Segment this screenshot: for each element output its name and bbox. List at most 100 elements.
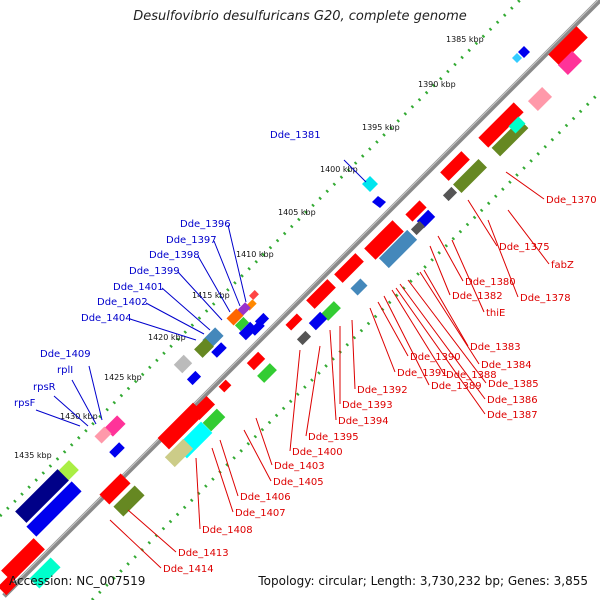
gene-feature[interactable] bbox=[296, 330, 312, 346]
genome-summary: Topology: circular; Length: 3,730,232 bp… bbox=[258, 574, 588, 588]
gene-feature[interactable] bbox=[334, 253, 364, 283]
forward-gene-label: rpsF bbox=[14, 398, 36, 409]
gene-feature[interactable] bbox=[548, 26, 588, 66]
reverse-gene-label: Dde_1387 bbox=[487, 410, 538, 421]
gene-feature[interactable] bbox=[26, 481, 82, 537]
tick-label: 1425 kbp bbox=[104, 373, 142, 382]
tick-label: 1385 kbp bbox=[446, 35, 484, 44]
label-leader-line bbox=[145, 302, 205, 335]
tick-label: 1400 kbp bbox=[320, 165, 358, 174]
gene-feature[interactable] bbox=[508, 116, 526, 134]
gene-feature[interactable] bbox=[518, 46, 530, 58]
label-leader-line bbox=[35, 409, 81, 427]
forward-gene-label: Dde_1399 bbox=[129, 266, 180, 277]
reverse-gene-label: Dde_1389 bbox=[431, 381, 482, 392]
reverse-gene-label: Dde_1383 bbox=[470, 342, 521, 353]
forward-gene-label: Dde_1401 bbox=[113, 282, 164, 293]
tick-label: 1415 kbp bbox=[192, 291, 230, 300]
gene-feature[interactable] bbox=[29, 557, 61, 589]
forward-strand-features bbox=[15, 46, 530, 537]
reverse-gene-label: Dde_1405 bbox=[273, 477, 324, 488]
gene-feature[interactable] bbox=[238, 321, 258, 341]
label-leader-line bbox=[329, 329, 337, 421]
gene-feature[interactable] bbox=[104, 415, 126, 437]
label-leader-line bbox=[343, 159, 367, 183]
gene-feature[interactable] bbox=[321, 301, 341, 321]
gene-feature[interactable] bbox=[218, 379, 232, 393]
tick-labels: 1385 kbp 1390 kbp 1395 kbp 1400 kbp 1405 kbp… bbox=[14, 35, 484, 460]
label-leader-line bbox=[109, 519, 162, 569]
label-leader-line bbox=[127, 509, 177, 553]
outer-track-guide bbox=[0, 0, 522, 518]
gene-feature[interactable] bbox=[1, 538, 45, 582]
gene-feature[interactable] bbox=[557, 50, 583, 76]
gene-feature[interactable] bbox=[99, 473, 131, 505]
gene-feature[interactable] bbox=[234, 316, 250, 332]
gene-feature[interactable] bbox=[0, 576, 17, 596]
label-leader-line bbox=[219, 439, 239, 497]
label-leader-line bbox=[71, 379, 97, 425]
gene-feature[interactable] bbox=[527, 86, 553, 112]
gene-feature[interactable] bbox=[173, 354, 193, 374]
reverse-gene-label: fabZ bbox=[551, 260, 574, 271]
gene-feature[interactable] bbox=[372, 196, 386, 208]
gene-feature[interactable] bbox=[308, 311, 328, 331]
gene-feature[interactable] bbox=[378, 229, 418, 269]
gene-feature[interactable] bbox=[440, 151, 470, 181]
tick-label: 1435 kbp bbox=[14, 451, 52, 460]
reverse-gene-label: Dde_1403 bbox=[274, 461, 325, 472]
gene-feature[interactable] bbox=[350, 278, 368, 296]
label-leader-line bbox=[255, 417, 273, 466]
gene-feature[interactable] bbox=[285, 313, 303, 331]
gene-feature[interactable] bbox=[113, 485, 145, 517]
reverse-gene-label: Dde_1378 bbox=[520, 293, 571, 304]
tick-label: 1430 kbp bbox=[60, 412, 98, 421]
gene-feature[interactable] bbox=[364, 220, 404, 260]
tick-label: 1405 kbp bbox=[278, 208, 316, 217]
forward-gene-label: Dde_1397 bbox=[166, 235, 217, 246]
reverse-gene-label: Dde_1406 bbox=[240, 492, 291, 503]
gene-feature[interactable] bbox=[202, 408, 226, 432]
forward-gene-label: rplI bbox=[57, 365, 73, 376]
gene-feature[interactable] bbox=[362, 176, 378, 192]
gene-feature[interactable] bbox=[453, 159, 487, 193]
gene-feature[interactable] bbox=[249, 290, 259, 300]
gene-feature[interactable] bbox=[478, 102, 524, 148]
gene-feature[interactable] bbox=[94, 426, 112, 444]
gene-feature[interactable] bbox=[306, 279, 336, 309]
gene-feature[interactable] bbox=[410, 220, 426, 236]
gene-feature[interactable] bbox=[164, 438, 194, 468]
label-leader-line bbox=[451, 239, 485, 313]
reverse-gene-label: Dde_1392 bbox=[357, 385, 408, 396]
label-leader-line bbox=[423, 269, 469, 347]
gene-feature[interactable] bbox=[442, 186, 458, 202]
label-leader-line bbox=[487, 219, 519, 298]
label-leader-line bbox=[351, 319, 356, 390]
gene-feature[interactable] bbox=[246, 351, 266, 371]
gene-feature[interactable] bbox=[405, 200, 427, 222]
gene-feature[interactable] bbox=[186, 370, 202, 386]
gene-feature[interactable] bbox=[226, 308, 244, 326]
label-leader-line bbox=[195, 457, 201, 530]
gene-feature[interactable] bbox=[211, 342, 227, 358]
tick-label: 1390 kbp bbox=[418, 80, 456, 89]
label-leader-line bbox=[305, 345, 321, 437]
gene-feature[interactable] bbox=[109, 442, 125, 458]
tick-label: 1420 kbp bbox=[148, 333, 186, 342]
forward-gene-label: Dde_1409 bbox=[40, 349, 91, 360]
label-leader-line bbox=[395, 287, 486, 415]
gene-feature[interactable] bbox=[194, 338, 214, 358]
forward-gene-label: Dde_1402 bbox=[97, 297, 148, 308]
label-leader-line bbox=[161, 287, 211, 331]
gene-feature[interactable] bbox=[157, 402, 205, 450]
gene-feature[interactable] bbox=[257, 363, 277, 383]
reverse-gene-label: Dde_1407 bbox=[235, 508, 286, 519]
gene-feature[interactable] bbox=[512, 53, 522, 63]
gene-feature[interactable] bbox=[15, 469, 69, 523]
tick-label: 1395 kbp bbox=[362, 123, 400, 132]
reverse-gene-label: Dde_1385 bbox=[488, 379, 539, 390]
label-leader-line bbox=[177, 271, 223, 321]
